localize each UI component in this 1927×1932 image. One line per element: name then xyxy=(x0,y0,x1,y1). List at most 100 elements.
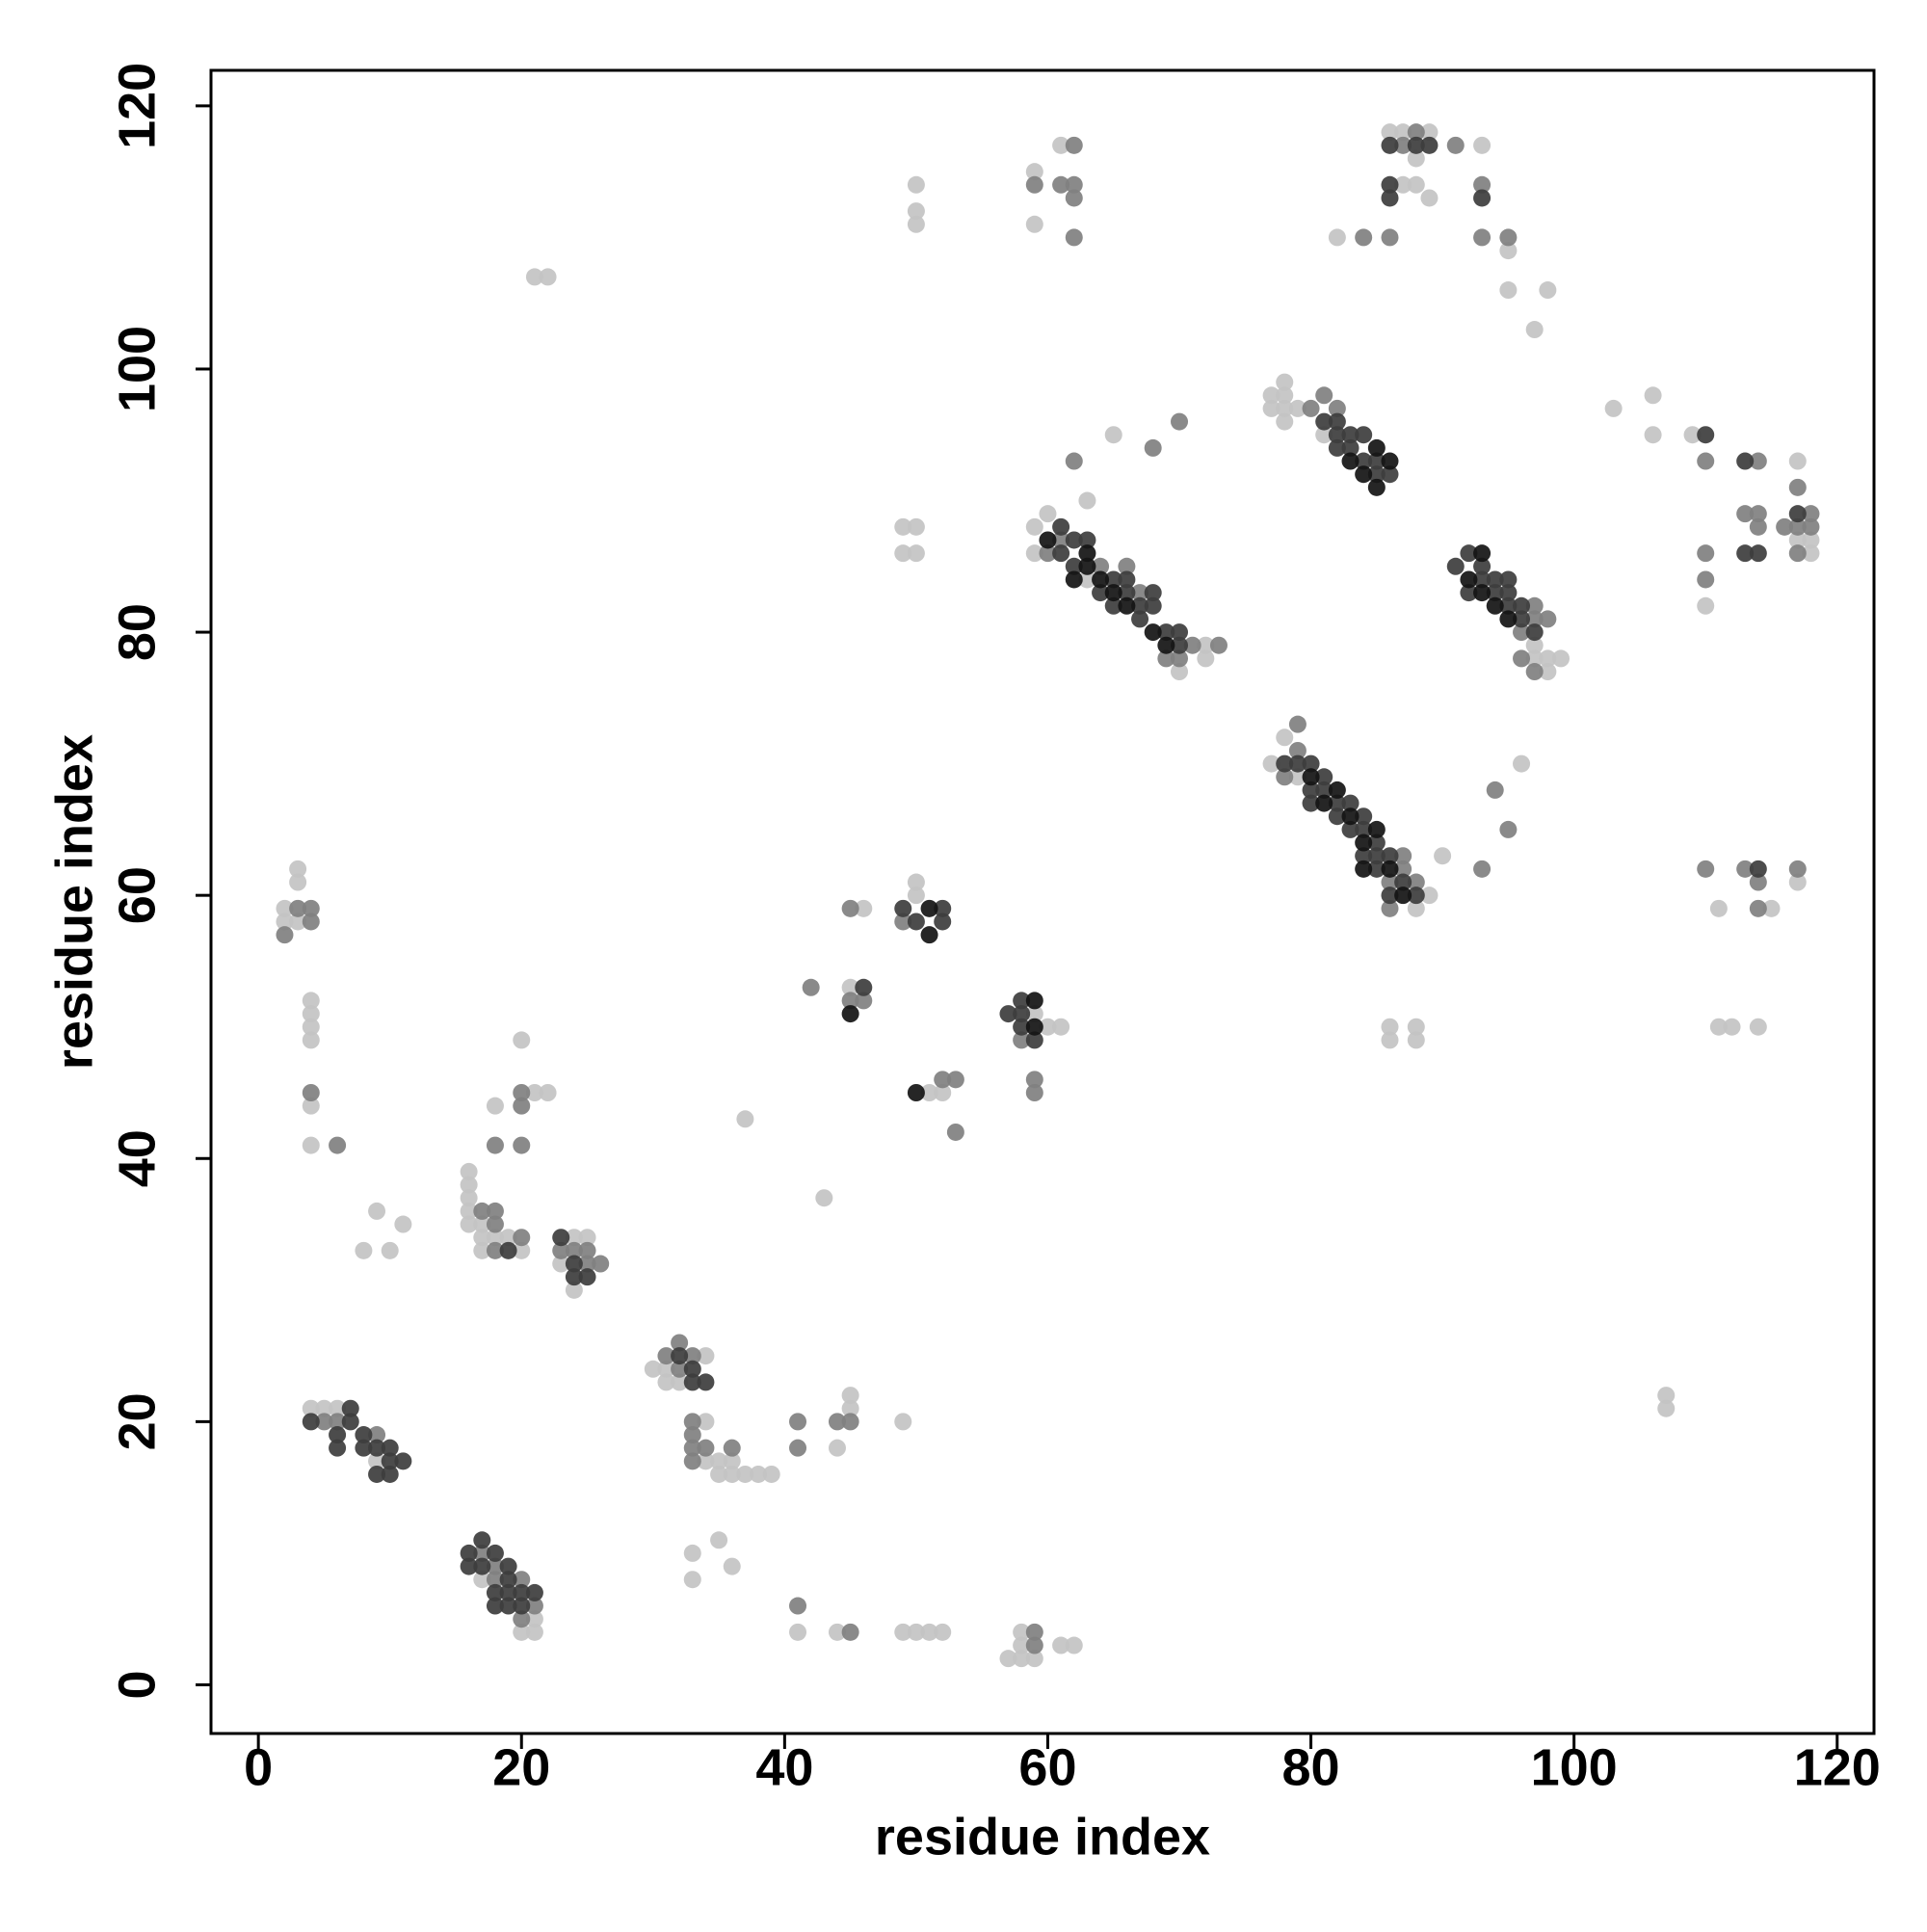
contact-point xyxy=(1367,834,1386,852)
contact-point xyxy=(578,1268,596,1286)
contact-point xyxy=(1539,649,1557,668)
contact-point xyxy=(1262,754,1280,773)
contact-point xyxy=(723,1557,741,1575)
contact-point xyxy=(1315,412,1333,431)
contact-point xyxy=(1025,175,1043,194)
contact-point xyxy=(1025,544,1043,563)
contact-point xyxy=(1749,873,1767,891)
contact-point xyxy=(1052,1636,1070,1654)
contact-point xyxy=(1288,741,1307,759)
contact-point xyxy=(934,1623,952,1641)
contact-point xyxy=(1486,570,1504,589)
contact-point xyxy=(1013,992,1031,1010)
contact-point xyxy=(789,1439,807,1457)
contact-point xyxy=(697,1452,715,1470)
x-tick-label: 0 xyxy=(244,1738,273,1796)
contact-point xyxy=(486,1557,504,1575)
y-tick-label: 120 xyxy=(108,63,166,149)
contact-point xyxy=(1355,834,1373,852)
contact-point xyxy=(1697,860,1715,878)
contact-point xyxy=(683,1360,701,1378)
contact-point xyxy=(1315,386,1333,405)
contact-point xyxy=(1092,557,1110,575)
contact-point xyxy=(1697,596,1715,615)
contact-point xyxy=(565,1241,583,1259)
contact-point xyxy=(1486,596,1504,615)
contact-point xyxy=(1025,1071,1043,1089)
contact-point xyxy=(934,1083,952,1101)
contact-point xyxy=(1315,781,1333,799)
contact-point xyxy=(1276,373,1294,391)
contact-point xyxy=(355,1241,373,1259)
contact-point xyxy=(302,1136,320,1154)
contact-point xyxy=(1131,610,1149,628)
contact-point xyxy=(513,1229,531,1247)
contact-point xyxy=(1420,189,1439,207)
contact-point xyxy=(1381,860,1399,878)
contact-point xyxy=(1065,228,1083,247)
contact-point xyxy=(1328,781,1346,799)
contact-point xyxy=(578,1255,596,1273)
contact-point xyxy=(1473,136,1491,154)
contact-point xyxy=(539,1083,557,1101)
contact-point xyxy=(1473,557,1491,575)
contact-point xyxy=(1328,412,1346,431)
contact-point xyxy=(683,1544,701,1562)
contact-point xyxy=(1749,860,1767,878)
contact-point xyxy=(1052,517,1070,536)
contact-point xyxy=(1499,820,1518,838)
contact-point xyxy=(657,1360,675,1378)
contact-point xyxy=(841,899,859,917)
contact-point xyxy=(894,544,912,563)
contact-point xyxy=(1381,1031,1399,1049)
contact-point xyxy=(1381,873,1399,891)
contact-point xyxy=(1473,228,1491,247)
contact-point xyxy=(828,1439,846,1457)
contact-point xyxy=(1367,820,1386,838)
contact-point xyxy=(999,1650,1017,1668)
contact-point xyxy=(513,1610,531,1628)
contact-point xyxy=(1749,1018,1767,1036)
contact-point xyxy=(1157,636,1175,654)
contact-point xyxy=(1328,426,1346,444)
contact-point xyxy=(513,1031,531,1049)
contact-point xyxy=(1065,189,1083,207)
contact-point xyxy=(999,1005,1017,1023)
contact-point xyxy=(1341,794,1359,812)
contact-point xyxy=(1157,623,1175,642)
contact-point xyxy=(1276,399,1294,417)
contact-point xyxy=(907,873,925,891)
contact-point xyxy=(1525,321,1544,339)
contact-point xyxy=(525,268,543,286)
contact-point xyxy=(1013,1650,1031,1668)
contact-point xyxy=(1025,215,1043,233)
contact-point xyxy=(1407,175,1425,194)
contact-point xyxy=(525,1623,543,1641)
x-tick-label: 80 xyxy=(1282,1738,1340,1796)
contact-point xyxy=(381,1465,399,1483)
contact-point xyxy=(894,517,912,536)
contact-point xyxy=(1341,426,1359,444)
y-axis-label: residue index xyxy=(45,734,103,1070)
contact-point xyxy=(1473,544,1491,563)
contact-point xyxy=(710,1531,728,1549)
contact-point xyxy=(1749,505,1767,523)
contact-point xyxy=(907,1083,925,1101)
contact-point xyxy=(1144,438,1162,457)
contact-point xyxy=(368,1439,386,1457)
contact-point xyxy=(697,1439,715,1457)
contact-point xyxy=(1407,136,1425,154)
contact-point xyxy=(1394,123,1412,142)
contact-point xyxy=(1092,570,1110,589)
contact-point xyxy=(1473,189,1491,207)
contact-point xyxy=(1525,649,1544,668)
contact-point xyxy=(302,1399,320,1417)
contact-point xyxy=(644,1360,662,1378)
contact-point xyxy=(525,1583,543,1601)
contact-point xyxy=(289,913,307,931)
contact-point xyxy=(578,1241,596,1259)
contact-point xyxy=(1341,820,1359,838)
contact-point xyxy=(1407,1031,1425,1049)
contact-point xyxy=(1473,175,1491,194)
contact-point xyxy=(1302,768,1320,786)
